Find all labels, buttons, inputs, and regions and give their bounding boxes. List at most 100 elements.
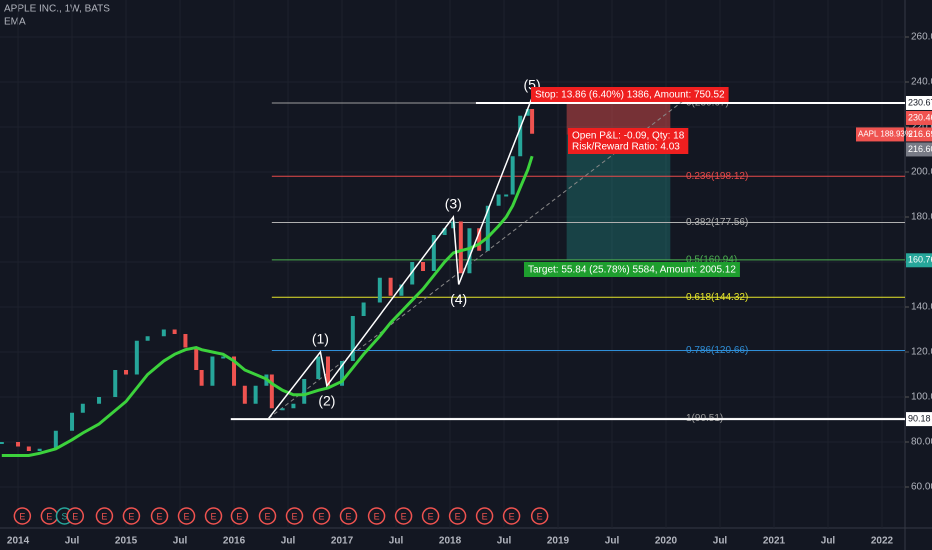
candle bbox=[124, 370, 129, 375]
candle bbox=[199, 370, 204, 386]
candle bbox=[232, 356, 237, 386]
pnl-label-text: Open P&L: -0.09, Qty: 18 bbox=[572, 131, 685, 142]
event-icon bbox=[95, 507, 114, 525]
candle bbox=[340, 361, 345, 386]
y-tick-label: 180.00 bbox=[911, 212, 932, 223]
axis-price-label: 216.60 bbox=[908, 144, 932, 154]
event-label: E bbox=[236, 511, 242, 521]
candle bbox=[350, 315, 355, 362]
candle bbox=[172, 329, 177, 334]
event-label: E bbox=[46, 511, 52, 521]
event-icon bbox=[448, 507, 467, 525]
event-label: E bbox=[264, 511, 270, 521]
event-icon bbox=[502, 507, 521, 525]
event-label: E bbox=[183, 511, 189, 521]
axis-price-box bbox=[906, 142, 932, 157]
x-tick-label: 2018 bbox=[439, 536, 462, 547]
target-label-text: Target: 55.84 (25.78%) 5584, Amount: 200… bbox=[528, 265, 736, 276]
event-label: E bbox=[318, 511, 324, 521]
x-tick-label: 2016 bbox=[223, 536, 246, 547]
candle bbox=[458, 221, 463, 274]
candle bbox=[302, 379, 307, 404]
x-tick-label: 2021 bbox=[763, 536, 786, 547]
wave-line bbox=[268, 97, 533, 419]
y-tick-label: 120.00 bbox=[911, 347, 932, 358]
event-icon bbox=[66, 507, 85, 525]
candle bbox=[253, 385, 258, 404]
event-label: E bbox=[345, 511, 351, 521]
stop-label: Stop: 13.86 (6.40%) 1386, Amount: 750.52 bbox=[531, 87, 729, 102]
wave-label: (2) bbox=[318, 392, 335, 408]
symbol-title: APPLE INC., 1W, BATS bbox=[4, 4, 110, 15]
candle bbox=[525, 108, 530, 116]
axis-price-box bbox=[906, 412, 932, 427]
candle bbox=[161, 329, 166, 337]
candle bbox=[0, 442, 4, 445]
candle bbox=[399, 284, 404, 296]
axis-price-label: 90.18 bbox=[908, 413, 931, 423]
candle bbox=[361, 302, 366, 316]
candle bbox=[53, 430, 58, 449]
x-tick-label: Jul bbox=[713, 536, 728, 547]
event-label: E bbox=[509, 511, 515, 521]
event-label: E bbox=[210, 511, 216, 521]
target-zone bbox=[566, 134, 671, 261]
event-icon bbox=[394, 507, 413, 525]
stop-label-bg bbox=[531, 87, 729, 102]
candle bbox=[134, 340, 139, 375]
x-tick-label: 2022 bbox=[871, 536, 894, 547]
event-icon bbox=[339, 507, 358, 525]
compare-box bbox=[856, 127, 904, 142]
x-tick-label: 2015 bbox=[115, 536, 138, 547]
target-label-bg bbox=[524, 262, 740, 277]
candle bbox=[280, 408, 285, 411]
y-tick-label: 260.00 bbox=[911, 32, 932, 43]
event-label: E bbox=[157, 511, 163, 521]
event-label: E bbox=[428, 511, 434, 521]
candle bbox=[221, 356, 226, 359]
candle bbox=[421, 261, 426, 271]
candle bbox=[410, 261, 415, 285]
event-label: E bbox=[291, 511, 297, 521]
axis-price-box bbox=[906, 95, 932, 110]
y-tick-label: 140.00 bbox=[911, 302, 932, 313]
wave-label: (3) bbox=[445, 196, 462, 212]
event-icon bbox=[13, 507, 32, 525]
compare-label: AAPL 188.93% bbox=[858, 130, 912, 139]
x-tick-label: Jul bbox=[173, 536, 188, 547]
candle bbox=[194, 347, 199, 371]
candle bbox=[70, 412, 75, 431]
event-icon bbox=[150, 507, 169, 525]
x-tick-label: 2019 bbox=[547, 536, 570, 547]
axis-price-box bbox=[906, 253, 932, 268]
y-tick-label: 220.00 bbox=[911, 122, 932, 133]
event-label: S bbox=[61, 511, 67, 521]
fib-label: 0.786(120.66) bbox=[686, 345, 748, 356]
event-label: E bbox=[482, 511, 488, 521]
candle bbox=[530, 108, 535, 134]
event-icon bbox=[285, 507, 304, 525]
event-icon bbox=[475, 507, 494, 525]
candle bbox=[16, 442, 21, 447]
candle bbox=[442, 228, 447, 235]
event-icon bbox=[258, 507, 277, 525]
event-label: E bbox=[19, 511, 25, 521]
event-label: E bbox=[101, 511, 107, 521]
candle bbox=[291, 403, 296, 409]
event-label: E bbox=[72, 511, 78, 521]
x-tick-label: Jul bbox=[497, 536, 512, 547]
candle bbox=[316, 356, 321, 380]
candle bbox=[113, 370, 118, 398]
fib-label: 0.5(160.94) bbox=[686, 255, 737, 266]
event-icon bbox=[204, 507, 223, 525]
candle bbox=[97, 397, 102, 404]
candle bbox=[504, 194, 509, 197]
candle bbox=[388, 277, 393, 296]
candle bbox=[242, 385, 247, 404]
candle bbox=[477, 228, 482, 251]
wave-label: (1) bbox=[312, 331, 329, 347]
candle bbox=[518, 115, 523, 157]
candle bbox=[431, 234, 436, 271]
candle bbox=[496, 194, 501, 206]
y-tick-label: 200.00 bbox=[911, 167, 932, 178]
